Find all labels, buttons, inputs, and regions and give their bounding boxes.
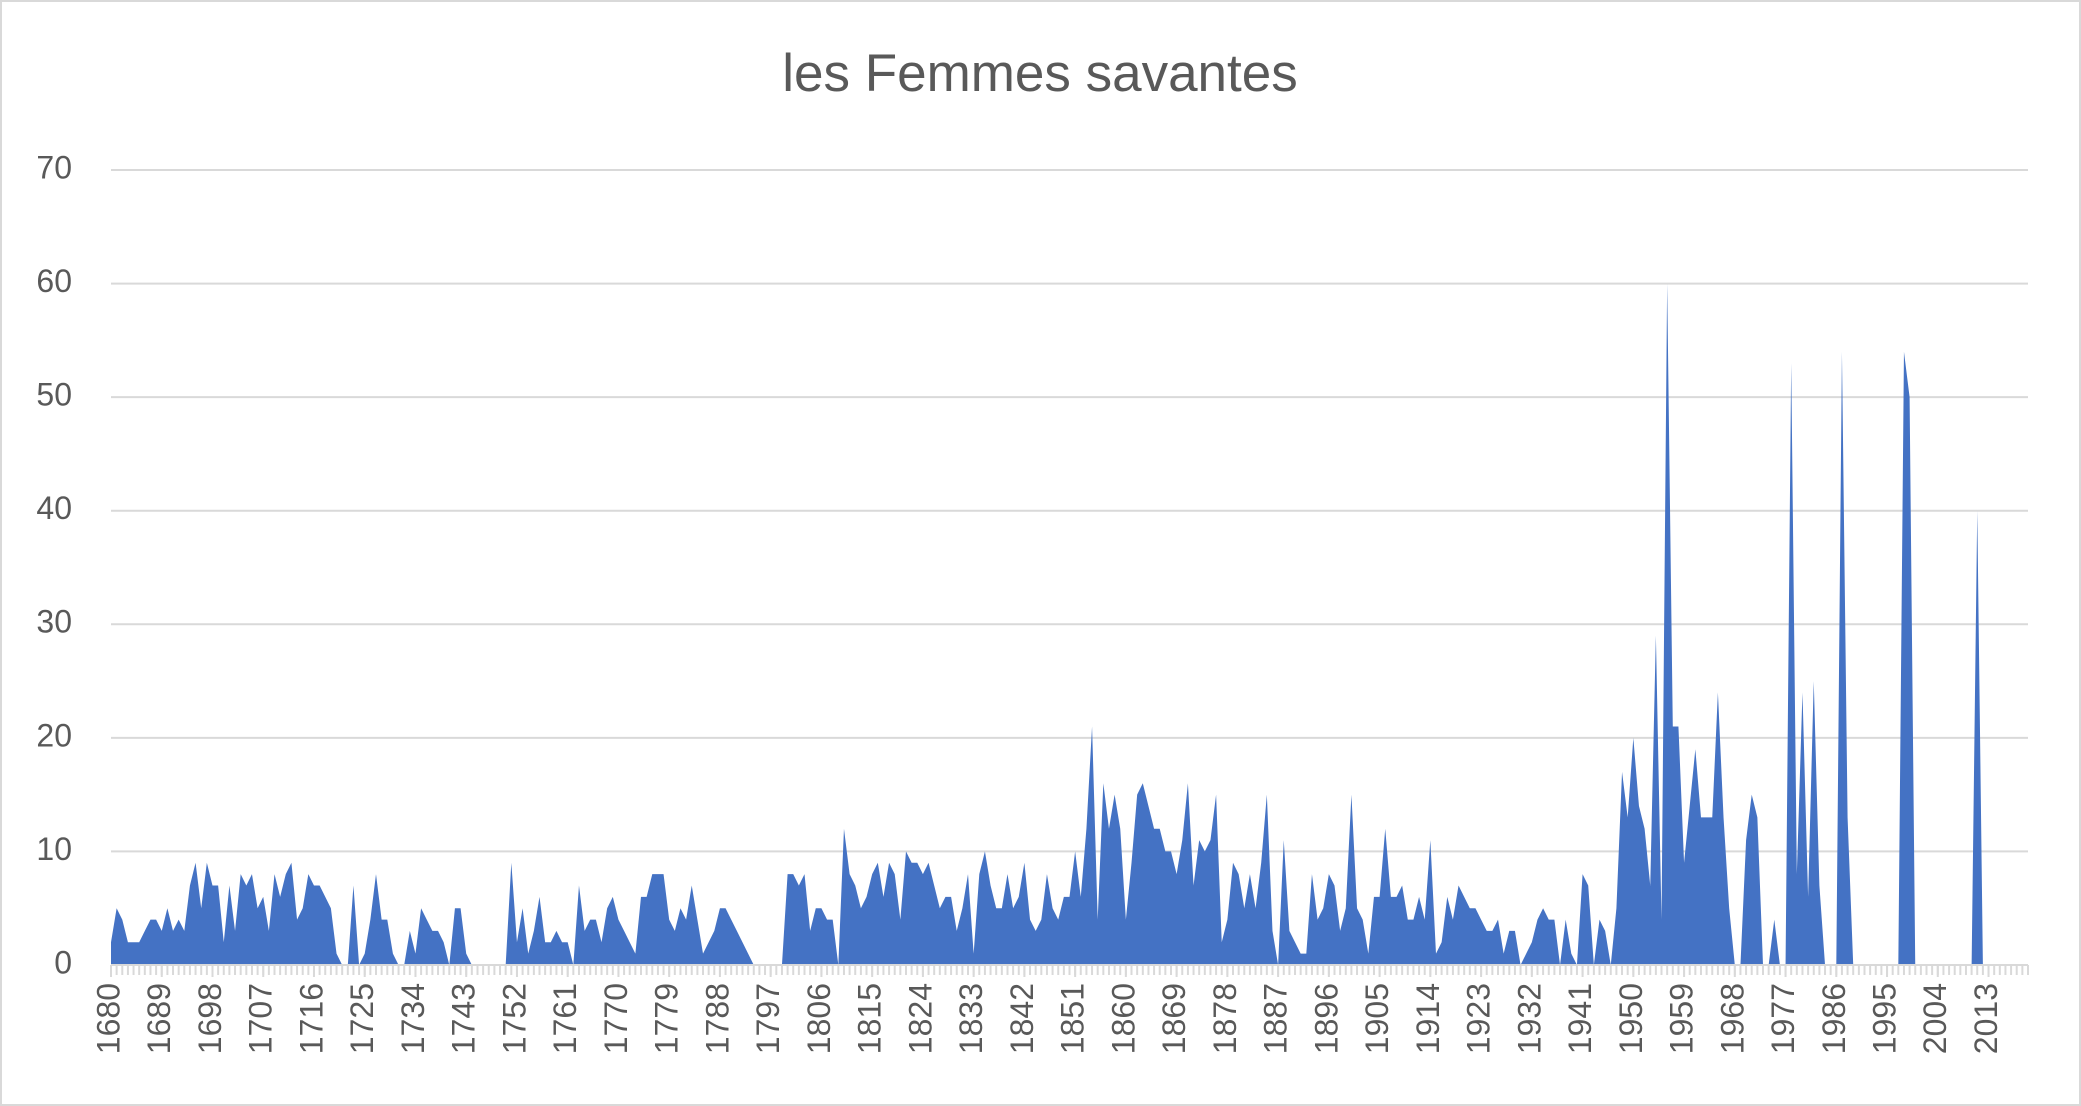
x-tick-label: 2004 (1917, 983, 1953, 1054)
x-tick-label: 1896 (1308, 983, 1344, 1054)
x-tick-label: 1968 (1714, 983, 1750, 1054)
x-tick-label: 1680 (90, 983, 126, 1054)
x-tick-label: 1797 (750, 983, 786, 1054)
x-tick-label: 1851 (1055, 983, 1091, 1054)
x-tick-label: 1860 (1105, 983, 1141, 1054)
x-tick-label: 1752 (496, 983, 532, 1054)
x-tick-label: 1689 (141, 983, 177, 1054)
x-tick-label: 1941 (1562, 983, 1598, 1054)
x-tick-label: 1716 (293, 983, 329, 1054)
x-tick-label: 1878 (1207, 983, 1243, 1054)
axes: 0 10 20 30 40 50 60 70 1680 1689 1698 1707 1716 1725 1… (36, 149, 2029, 1054)
x-tick-label: 1707 (243, 983, 279, 1054)
x-tick-label: 1734 (395, 983, 431, 1054)
x-tick-label: 1914 (1410, 983, 1446, 1054)
y-tick-label: 0 (54, 944, 72, 980)
x-tick-label: 1932 (1511, 983, 1547, 1054)
x-tick-label: 1905 (1359, 983, 1395, 1054)
y-tick-label: 10 (36, 831, 72, 867)
x-tick-label: 1770 (598, 983, 634, 1054)
x-tick-label: 1698 (192, 983, 228, 1054)
x-tick-label: 1869 (1156, 983, 1192, 1054)
y-tick-label: 50 (36, 377, 72, 413)
y-tick-label: 20 (36, 717, 72, 753)
x-tick-label: 1950 (1613, 983, 1649, 1054)
y-tick-label: 40 (36, 490, 72, 526)
y-tick-label: 30 (36, 604, 72, 640)
x-tick-label: 1959 (1664, 983, 1700, 1054)
y-tick-label: 70 (36, 149, 72, 185)
x-tick-label: 1779 (649, 983, 685, 1054)
x-tick-label: 1815 (852, 983, 888, 1054)
x-tick-label: 1833 (953, 983, 989, 1054)
x-tick-label: 1761 (547, 983, 583, 1054)
x-tick-label: 1995 (1866, 983, 1902, 1054)
x-tick-label: 1977 (1765, 983, 1801, 1054)
x-tick-label: 1806 (801, 983, 837, 1054)
y-tick-label: 60 (36, 263, 72, 299)
x-tick-label: 1788 (699, 983, 735, 1054)
x-tick-label: 1923 (1461, 983, 1497, 1054)
x-tick-label: 1824 (902, 983, 938, 1054)
x-tick-label: 1887 (1258, 983, 1294, 1054)
x-tick-label: 1743 (446, 983, 482, 1054)
x-tick-label: 1725 (344, 983, 380, 1054)
x-tick-label: 1986 (1816, 983, 1852, 1054)
x-tick-label: 2013 (1968, 983, 2004, 1054)
x-tick-label: 1842 (1004, 983, 1040, 1054)
chart-title: les Femmes savantes (782, 44, 1297, 103)
